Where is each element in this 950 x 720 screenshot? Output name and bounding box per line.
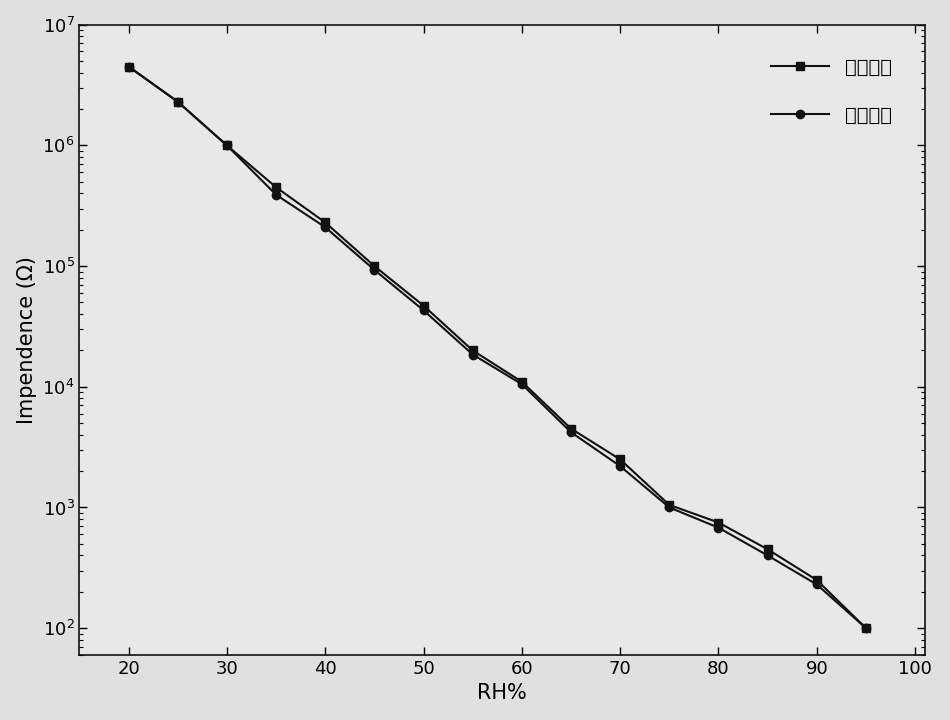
- 脱湿过程: [418, 306, 429, 315]
- 脱湿过程: [516, 380, 527, 389]
- 脱湿过程: [271, 190, 282, 199]
- 脱湿过程: [369, 266, 380, 274]
- 脱湿过程: [123, 62, 134, 71]
- 脱湿过程: [712, 523, 724, 532]
- 吸湿过程: [123, 62, 134, 71]
- 吸湿过程: [418, 302, 429, 310]
- 脱湿过程: [319, 223, 331, 232]
- Line: 脱湿过程: 脱湿过程: [124, 63, 870, 632]
- Y-axis label: Impendence (Ω): Impendence (Ω): [17, 256, 37, 424]
- 吸湿过程: [172, 97, 183, 106]
- 吸湿过程: [712, 518, 724, 527]
- 吸湿过程: [615, 455, 626, 464]
- 吸湿过程: [221, 141, 233, 150]
- 吸湿过程: [861, 624, 872, 632]
- 吸湿过程: [467, 346, 479, 355]
- 脱湿过程: [221, 141, 233, 150]
- 脱湿过程: [615, 462, 626, 470]
- 脱湿过程: [172, 97, 183, 106]
- 脱湿过程: [664, 503, 675, 512]
- 吸湿过程: [319, 218, 331, 227]
- Line: 吸湿过程: 吸湿过程: [124, 63, 870, 632]
- 吸湿过程: [664, 500, 675, 509]
- 脱湿过程: [811, 580, 823, 589]
- 脱湿过程: [762, 552, 773, 560]
- X-axis label: RH%: RH%: [477, 683, 527, 703]
- 吸湿过程: [565, 424, 577, 433]
- 吸湿过程: [811, 576, 823, 585]
- 吸湿过程: [271, 183, 282, 192]
- 脱湿过程: [861, 624, 872, 632]
- 脱湿过程: [565, 428, 577, 436]
- 脱湿过程: [467, 350, 479, 359]
- Legend: 吸湿过程, 脱湿过程: 吸湿过程, 脱湿过程: [748, 35, 915, 148]
- 吸湿过程: [516, 377, 527, 386]
- 吸湿过程: [369, 262, 380, 271]
- 吸湿过程: [762, 545, 773, 554]
